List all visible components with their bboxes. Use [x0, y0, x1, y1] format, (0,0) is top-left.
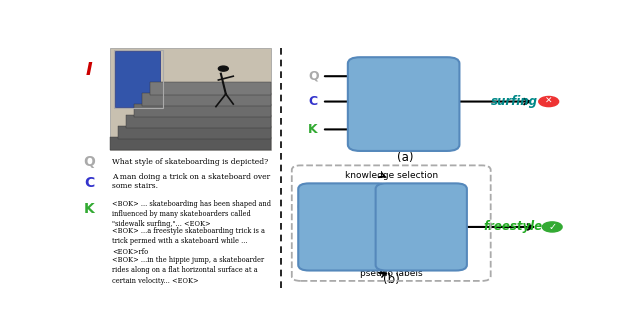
Text: Q: Q	[83, 155, 95, 169]
FancyBboxPatch shape	[142, 92, 271, 106]
Text: What style of skateboarding is depicted?: What style of skateboarding is depicted?	[112, 158, 269, 166]
FancyBboxPatch shape	[110, 48, 271, 150]
Circle shape	[539, 96, 559, 107]
FancyBboxPatch shape	[376, 183, 467, 270]
Text: <BOK> ...a freestyle skateboarding trick is a
trick permed with a skateboard whi: <BOK> ...a freestyle skateboarding trick…	[112, 227, 265, 256]
Circle shape	[542, 222, 562, 232]
Text: Answerer
Module: Answerer Module	[374, 93, 433, 115]
Text: ✓: ✓	[548, 222, 556, 232]
Text: (a): (a)	[397, 151, 413, 164]
Text: C: C	[308, 95, 317, 108]
Text: I: I	[86, 61, 92, 79]
Text: A man doing a trick on a skateboard over
some stairs.: A man doing a trick on a skateboard over…	[112, 173, 270, 190]
Text: knowledge selection: knowledge selection	[345, 170, 438, 180]
Text: C: C	[84, 176, 94, 190]
Text: pseudo labels: pseudo labels	[360, 268, 423, 278]
Text: freestyle: freestyle	[483, 220, 542, 234]
Text: Selector
Module: Selector Module	[321, 216, 367, 238]
Text: <BOK> ... skateboarding has been shaped and
influenced by many skateboarders cal: <BOK> ... skateboarding has been shaped …	[112, 200, 271, 228]
Text: <BOK> ...in the hippie jump, a skateboarder
rides along on a flat horizontal sur: <BOK> ...in the hippie jump, a skateboar…	[112, 256, 264, 285]
FancyBboxPatch shape	[298, 183, 390, 270]
Text: Q: Q	[308, 70, 319, 83]
Text: ✕: ✕	[545, 97, 552, 106]
Text: K: K	[308, 123, 318, 136]
Text: surfing: surfing	[490, 95, 538, 108]
FancyBboxPatch shape	[115, 51, 160, 107]
FancyBboxPatch shape	[134, 104, 271, 117]
Text: (b): (b)	[383, 273, 400, 286]
FancyBboxPatch shape	[126, 114, 271, 128]
Text: Answerer
Module: Answerer Module	[395, 216, 447, 238]
FancyBboxPatch shape	[118, 126, 271, 139]
Circle shape	[218, 66, 228, 71]
FancyBboxPatch shape	[348, 57, 460, 151]
FancyBboxPatch shape	[110, 137, 271, 150]
Text: K: K	[297, 241, 307, 254]
Text: Q: Q	[297, 200, 307, 213]
Text: I: I	[297, 220, 301, 234]
Text: K: K	[84, 202, 94, 216]
FancyBboxPatch shape	[150, 82, 271, 95]
